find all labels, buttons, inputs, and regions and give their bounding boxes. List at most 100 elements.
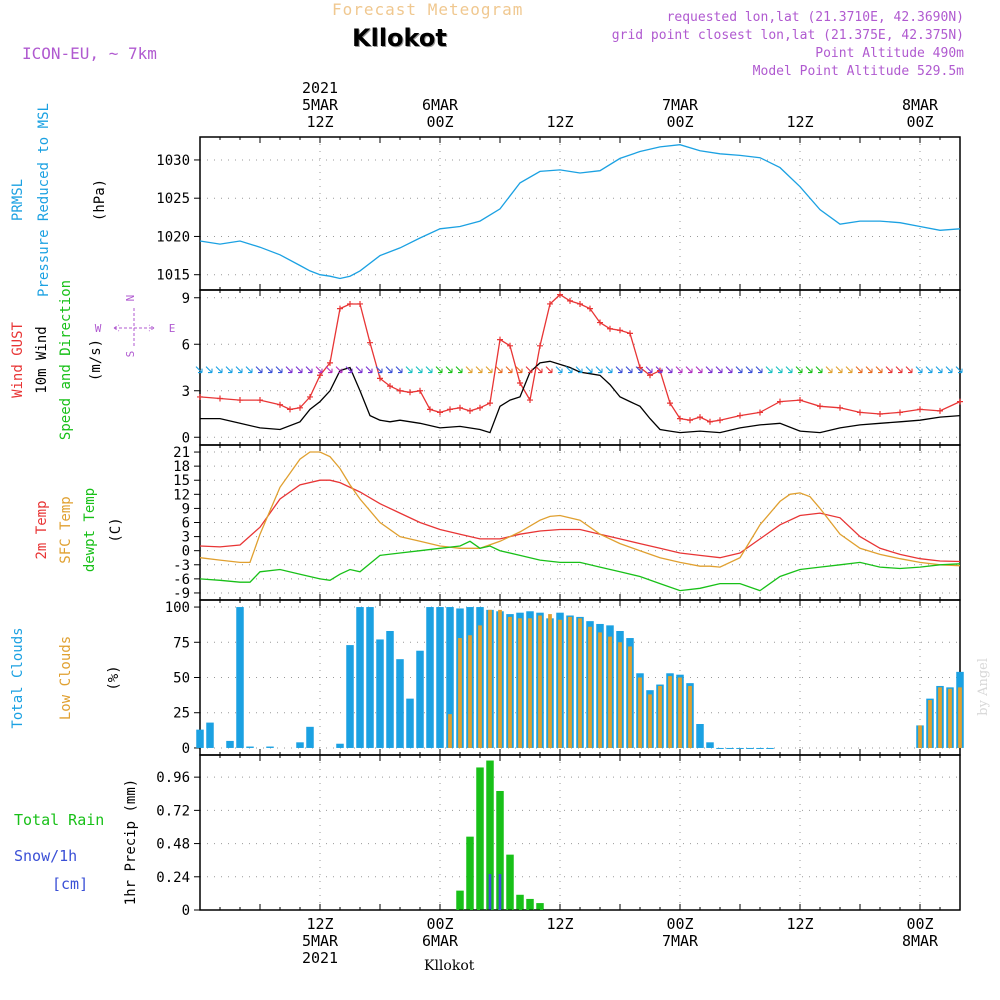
wind-direction-arrow [285,366,293,374]
wind-direction-arrow [845,366,853,374]
temperature-axis-label: 2m Temp [34,500,50,559]
y-tick-label: 0 [182,544,190,560]
series-line-dewpt-temp [199,540,961,592]
series-line-prmsl [199,144,961,280]
low-cloud-bar [488,609,492,748]
wind-direction-arrow [205,366,213,374]
total-cloud-bar [396,659,404,748]
pressure-axis-label: (hPa) [92,179,108,221]
gust-point [617,327,623,334]
wind-direction-arrow [215,366,223,374]
gust-point [487,400,493,407]
gust-point [337,305,343,312]
gust-point [597,319,603,326]
total-cloud-bar [766,747,774,749]
bottom-time-label: 12Z [786,915,813,933]
requested-coordinates: requested lon,lat (21.3710E, 42.3690N) [666,10,964,25]
total-cloud-bar [746,747,754,749]
wind-axis-label: 10m Wind [34,326,50,393]
low-cloud-bar [648,694,652,748]
panel-frame [199,136,961,291]
gust-point [287,406,293,413]
gust-point [917,406,923,413]
low-cloud-bar [478,625,482,748]
wind-direction-arrow [335,366,343,374]
total-cloud-bar [266,746,274,748]
top-time-label: 7MAR [662,96,699,114]
bottom-time-label: 8MAR [902,932,939,950]
total-cloud-bar [356,607,364,748]
gust-point [957,398,963,405]
wind-direction-arrow [445,366,453,374]
total-rain-label: Total Rain [14,811,104,829]
wind-direction-arrow [795,366,803,374]
gust-point [557,291,563,298]
panel-frame [199,289,961,446]
gust-point [757,409,763,416]
wind-direction-arrow [685,366,693,374]
gust-point [447,406,453,413]
total-cloud-bar [446,607,454,748]
gust-point [567,297,573,304]
gust-point [697,414,703,421]
y-tick-label: 18 [173,459,190,475]
gust-point [777,398,783,405]
wind-direction-arrow [515,366,523,374]
gust-point [347,300,353,307]
gust-point [707,418,713,425]
wind-direction-arrow [345,366,353,374]
snow-bar [498,874,502,910]
wind-direction-arrow [805,366,813,374]
y-tick-label: 0.48 [156,837,190,853]
pressure-panel: 1015 1020 1025 1030 [156,136,961,291]
gust-point [237,397,243,404]
grid-point-coordinates: grid point closest lon,lat (21.375E, 42.… [611,28,964,43]
low-cloud-bar [458,638,462,748]
gust-point [837,404,843,411]
total-cloud-bar [696,724,704,748]
gust-point [427,406,433,413]
y-tick-label: 0.96 [156,770,190,786]
temperature-axis-label: (C) [108,517,124,542]
temperature-axis-label: dewpt Temp [82,488,98,572]
total-cloud-bar [736,747,744,749]
total-cloud-bar [416,650,424,748]
wind-direction-arrow [355,366,363,374]
gust-point [217,395,223,402]
wind-direction-arrow [305,366,313,374]
rain-bar [486,760,494,910]
top-time-label: 8MAR [902,96,939,114]
y-tick-label: 1030 [156,153,190,169]
wind-direction-arrow [295,366,303,374]
wind-direction-arrow [705,366,713,374]
wind-direction-arrow [695,366,703,374]
wind-direction-arrow [755,366,763,374]
series-line-wind-gust [199,293,961,423]
gust-point [377,375,383,382]
low-cloud-bar [668,676,672,748]
y-tick-label: 50 [173,671,190,687]
snow-label: Snow/1h [14,847,77,865]
wind-direction-arrow [545,366,553,374]
wind-direction-arrow [825,366,833,374]
panel-frame [199,444,961,601]
wind-direction-arrow [725,366,733,374]
total-cloud-bar [716,747,724,749]
y-tick-label: 25 [173,706,190,722]
y-tick-label: 0 [182,741,190,757]
low-cloud-bar [588,626,592,748]
total-cloud-bar [226,740,234,748]
wind-direction-arrow [665,366,673,374]
wind-direction-arrow [645,366,653,374]
clouds-axis-label: Total Clouds [10,627,26,728]
low-cloud-bar [628,646,632,748]
gust-point [857,409,863,416]
gust-point [547,300,553,307]
gust-point [407,389,413,396]
bottom-time-label: 6MAR [422,932,459,950]
wind-direction-arrow [555,366,563,374]
wind-direction-arrow [785,366,793,374]
snow-unit-label: [cm] [52,875,88,893]
low-cloud-bar [568,616,572,748]
